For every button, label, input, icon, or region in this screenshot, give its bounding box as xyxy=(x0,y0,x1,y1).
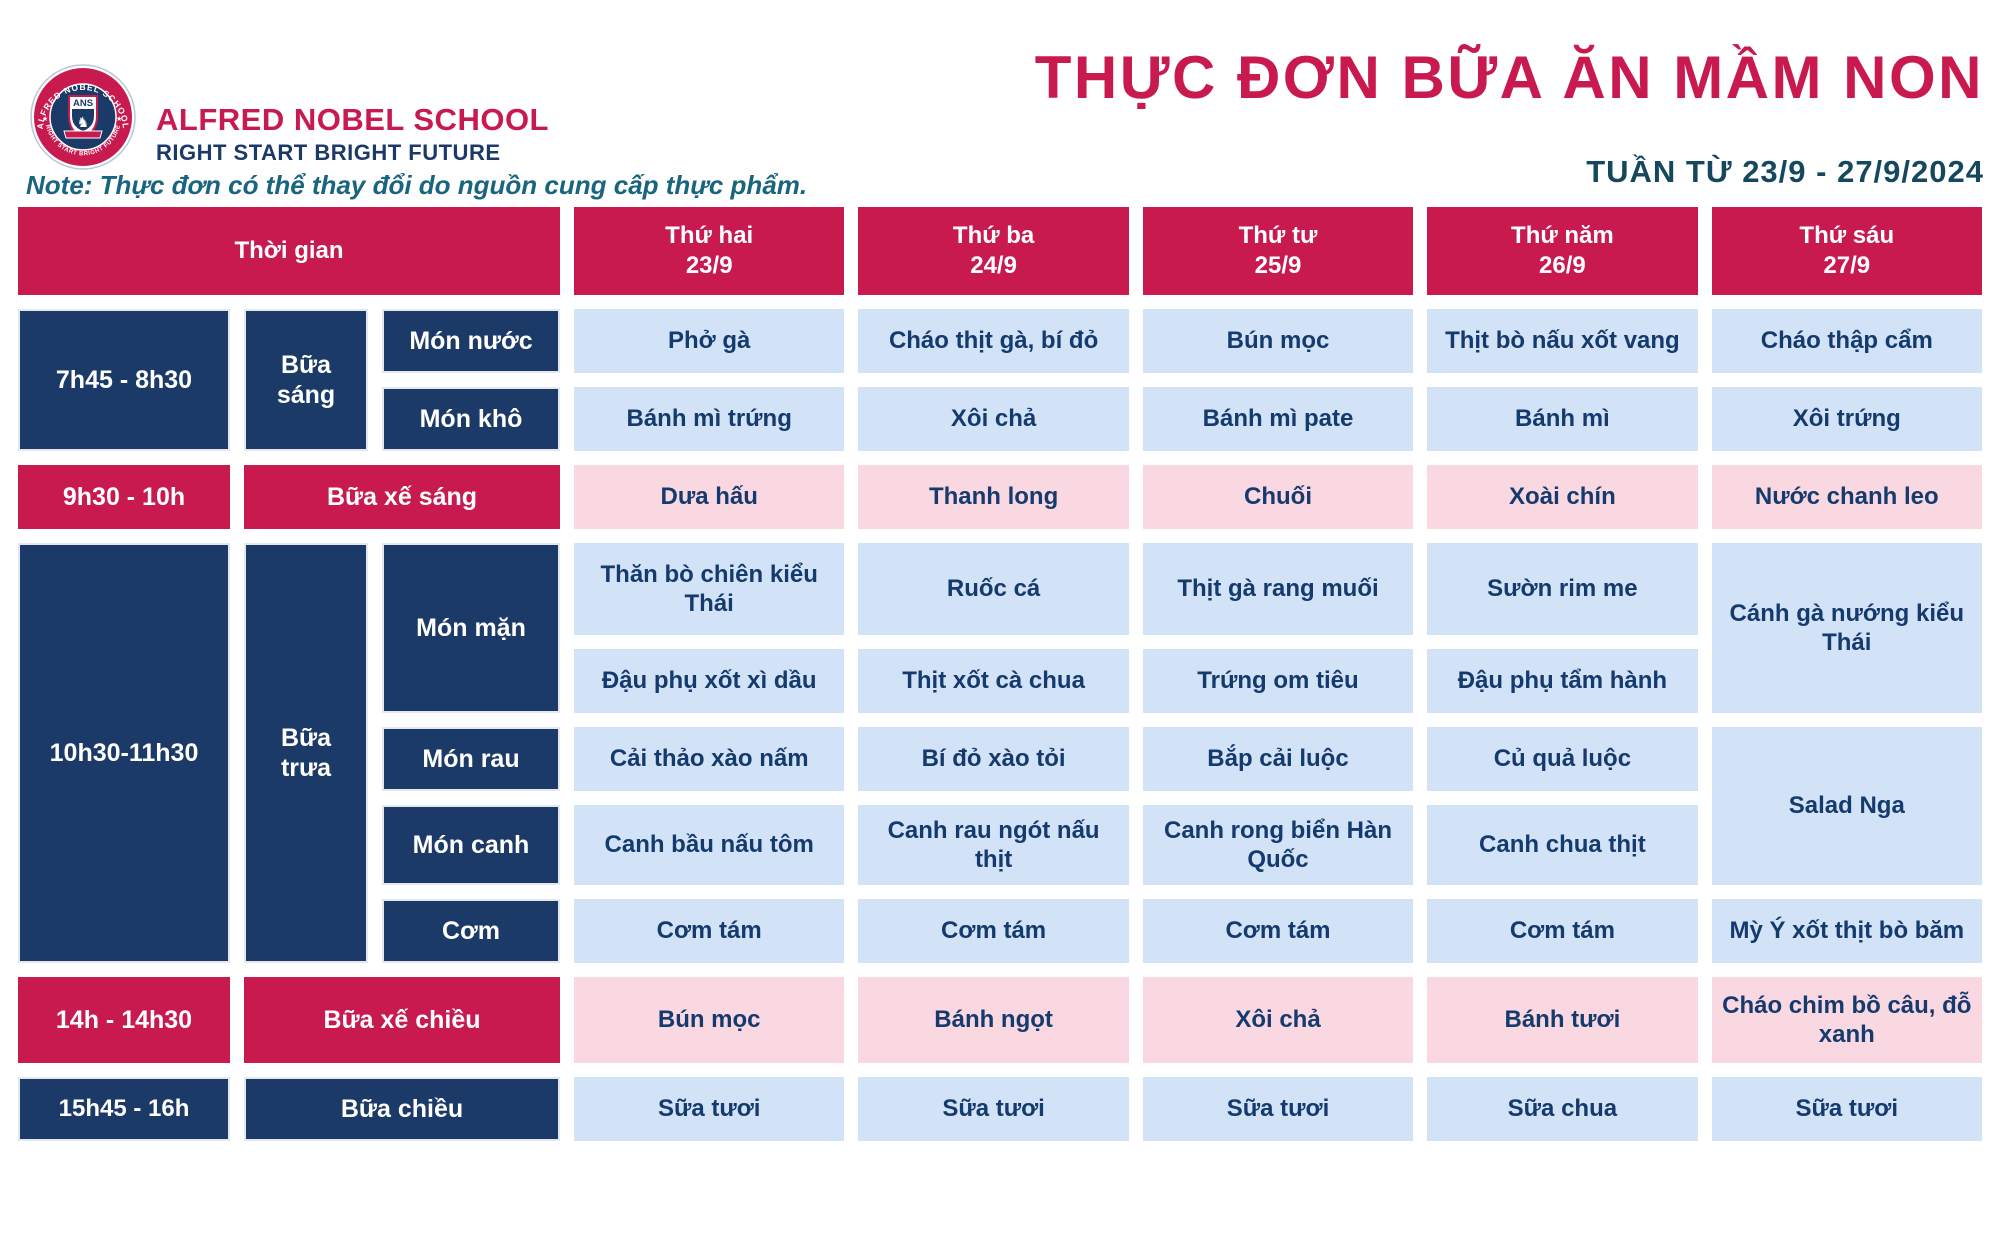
menu-cell: Cơm tám xyxy=(858,899,1129,963)
menu-cell: Cơm tám xyxy=(574,899,845,963)
title-block: THỰC ĐƠN BỮA ĂN MẦM NON TUẦN TỪ 23/9 - 2… xyxy=(1035,46,1984,190)
meal-afternoon-snack: Bữa xế chiều xyxy=(244,977,560,1063)
menu-cell: Bánh mì trứng xyxy=(574,387,845,451)
menu-cell: Canh bầu nấu tôm xyxy=(574,805,845,885)
dish-label-soup-breakfast: Món nước xyxy=(382,309,560,373)
menu-cell: Xôi chả xyxy=(1142,977,1414,1063)
day-name: Thứ ba xyxy=(952,222,1035,249)
menu-cell: Bánh mì xyxy=(1427,387,1698,451)
menu-cell: Cơm tám xyxy=(1427,899,1698,963)
menu-cell: Cơm tám xyxy=(1142,899,1414,963)
menu-cell: Sữa tươi xyxy=(1142,1077,1414,1141)
header-time: Thời gian xyxy=(18,207,560,295)
menu-cell: Xôi chả xyxy=(858,387,1129,451)
page-title: THỰC ĐƠN BỮA ĂN MẦM NON xyxy=(1034,44,1984,111)
menu-cell: Thịt gà rang muối xyxy=(1142,543,1414,635)
menu-cell: Sữa tươi xyxy=(858,1077,1129,1141)
time-lunch: 10h30-11h30 xyxy=(18,543,230,963)
meal-late-afternoon: Bữa chiều xyxy=(244,1077,560,1141)
menu-cell: Sữa tươi xyxy=(1711,1077,1982,1141)
day-header-thursday: Thứ năm 26/9 xyxy=(1427,207,1698,295)
star-icon: ★ xyxy=(116,115,122,123)
menu-cell: Bún mọc xyxy=(1142,309,1414,373)
school-tagline: RIGHT START BRIGHT FUTURE xyxy=(156,140,501,165)
dish-label-rice: Cơm xyxy=(382,899,560,963)
day-date: 25/9 xyxy=(1254,252,1302,279)
menu-table: Thời gian Thứ hai 23/9 Thứ ba 24/9 Thứ t… xyxy=(18,207,1982,1141)
menu-cell: Sữa chua xyxy=(1427,1077,1698,1141)
menu-cell: Thịt bò nấu xốt vang xyxy=(1427,309,1698,373)
menu-cell: Cải thảo xào nấm xyxy=(574,727,845,791)
menu-cell: Trứng om tiêu xyxy=(1142,649,1414,713)
menu-cell: Bánh ngọt xyxy=(858,977,1129,1063)
menu-cell: Bún mọc xyxy=(574,977,845,1063)
menu-cell: Sữa tươi xyxy=(574,1077,845,1141)
day-date: 26/9 xyxy=(1539,252,1586,279)
menu-cell: Mỳ Ý xốt thịt bò băm xyxy=(1711,899,1982,963)
menu-cell: Bí đỏ xào tỏi xyxy=(858,727,1129,791)
menu-cell: Thịt xốt cà chua xyxy=(858,649,1129,713)
menu-cell: Sườn rim me xyxy=(1427,543,1698,635)
day-date: 24/9 xyxy=(970,252,1017,279)
school-logo: ALFRED NOBEL SCHOOL RIGHT START BRIGHT F… xyxy=(30,64,136,170)
day-header-wednesday: Thứ tư 25/9 xyxy=(1142,207,1414,295)
menu-cell: Canh rong biển Hàn Quốc xyxy=(1142,805,1414,885)
menu-cell: Thanh long xyxy=(858,465,1129,529)
day-name: Thứ hai xyxy=(665,222,754,249)
school-name: ALFRED NOBEL SCHOOL xyxy=(156,102,549,137)
day-header-monday: Thứ hai 23/9 xyxy=(574,207,845,295)
menu-cell: Bánh mì pate xyxy=(1142,387,1414,451)
menu-cell: Củ quả luộc xyxy=(1427,727,1698,791)
menu-cell: Đậu phụ tẩm hành xyxy=(1427,649,1698,713)
time-late-afternoon: 15h45 - 16h xyxy=(18,1077,230,1141)
day-header-friday: Thứ sáu 27/9 xyxy=(1711,207,1982,295)
star-icon: ★ xyxy=(42,115,48,123)
menu-cell: Ruốc cá xyxy=(858,543,1129,635)
menu-cell: Bắp cải luộc xyxy=(1142,727,1414,791)
menu-cell: Xoài chín xyxy=(1427,465,1698,529)
logo-shield-field xyxy=(72,109,94,131)
menu-cell: Phở gà xyxy=(574,309,845,373)
menu-note: Note: Thực đơn có thể thay đổi do nguồn … xyxy=(26,170,808,200)
day-date: 27/9 xyxy=(1823,252,1871,279)
menu-cell: Cháo chim bồ câu, đỗ xanh xyxy=(1711,977,1982,1063)
meal-lunch: Bữa trưa xyxy=(244,543,368,963)
dish-label-soup-lunch: Món canh xyxy=(382,805,560,885)
menu-cell: Chuối xyxy=(1142,465,1414,529)
menu-cell: Cháo thịt gà, bí đỏ xyxy=(858,309,1129,373)
meal-breakfast: Bữa sáng xyxy=(244,309,368,451)
week-range: TUẦN TỪ 23/9 - 27/9/2024 xyxy=(1586,154,1984,189)
menu-cell: Xôi trứng xyxy=(1711,387,1982,451)
day-name: Thứ tư xyxy=(1238,222,1318,249)
day-header-tuesday: Thứ ba 24/9 xyxy=(858,207,1129,295)
logo-ribbon xyxy=(63,130,103,139)
day-name: Thứ năm xyxy=(1511,222,1614,249)
menu-cell: Cánh gà nướng kiểu Thái xyxy=(1711,543,1982,713)
time-breakfast: 7h45 - 8h30 xyxy=(18,309,230,451)
dish-label-main: Món mặn xyxy=(382,543,560,713)
meal-morning-snack: Bữa xế sáng xyxy=(244,465,560,529)
menu-cell: Bánh tươi xyxy=(1427,977,1698,1063)
menu-cell: Thăn bò chiên kiểu Thái xyxy=(574,543,845,635)
dish-label-veg: Món rau xyxy=(382,727,560,791)
menu-cell: Dưa hấu xyxy=(574,465,845,529)
menu-cell: Salad Nga xyxy=(1711,727,1982,885)
menu-cell: Canh rau ngót nấu thịt xyxy=(858,805,1129,885)
day-date: 23/9 xyxy=(685,252,733,279)
time-afternoon-snack: 14h - 14h30 xyxy=(18,977,230,1063)
ans-monogram: ANS xyxy=(73,98,93,109)
menu-cell: Nước chanh leo xyxy=(1711,465,1982,529)
menu-cell: Cháo thập cẩm xyxy=(1711,309,1982,373)
menu-cell: Đậu phụ xốt xì dầu xyxy=(574,649,845,713)
dish-label-dry-breakfast: Món khô xyxy=(382,387,560,451)
menu-cell: Canh chua thịt xyxy=(1427,805,1698,885)
time-morning-snack: 9h30 - 10h xyxy=(18,465,230,529)
horse-icon: ♞ xyxy=(77,114,90,130)
day-name: Thứ sáu xyxy=(1799,222,1895,249)
